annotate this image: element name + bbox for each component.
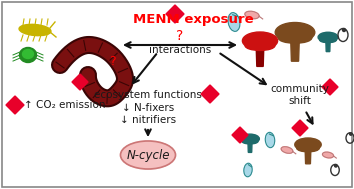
Text: interactions: interactions [149, 45, 211, 55]
Text: MENM exposure: MENM exposure [133, 13, 253, 26]
Text: community
shift: community shift [270, 84, 330, 106]
Text: ↑ CO₂ emission: ↑ CO₂ emission [24, 100, 106, 110]
Polygon shape [292, 120, 308, 136]
Text: ↓ N-fixers: ↓ N-fixers [122, 103, 174, 113]
Polygon shape [248, 139, 252, 152]
Ellipse shape [350, 133, 352, 135]
Text: ?: ? [109, 55, 115, 68]
Polygon shape [166, 5, 184, 23]
Ellipse shape [242, 139, 258, 144]
Polygon shape [6, 96, 24, 114]
Ellipse shape [265, 132, 275, 148]
Ellipse shape [320, 37, 336, 43]
Ellipse shape [120, 141, 176, 169]
Ellipse shape [343, 29, 346, 32]
Text: ?: ? [176, 29, 184, 43]
Ellipse shape [335, 164, 337, 167]
Ellipse shape [242, 32, 278, 50]
Ellipse shape [281, 147, 293, 153]
Ellipse shape [23, 50, 34, 59]
Ellipse shape [19, 24, 51, 36]
Polygon shape [322, 79, 338, 95]
Ellipse shape [19, 47, 36, 63]
Ellipse shape [228, 13, 240, 31]
Ellipse shape [297, 145, 319, 152]
Ellipse shape [275, 22, 315, 42]
Text: ↓ nitrifiers: ↓ nitrifiers [120, 115, 176, 125]
Ellipse shape [245, 11, 259, 19]
Polygon shape [305, 145, 311, 164]
Text: N-cycle: N-cycle [126, 149, 170, 161]
Ellipse shape [278, 32, 312, 43]
Text: ecosystem functions: ecosystem functions [94, 90, 202, 100]
Polygon shape [232, 127, 248, 143]
Ellipse shape [295, 138, 321, 151]
Ellipse shape [245, 41, 275, 50]
Ellipse shape [318, 32, 338, 42]
Polygon shape [326, 37, 330, 52]
Ellipse shape [244, 163, 252, 177]
Polygon shape [201, 85, 219, 103]
Ellipse shape [241, 134, 259, 143]
Polygon shape [291, 32, 299, 61]
Polygon shape [256, 41, 264, 66]
Polygon shape [72, 74, 88, 90]
Ellipse shape [322, 152, 333, 158]
